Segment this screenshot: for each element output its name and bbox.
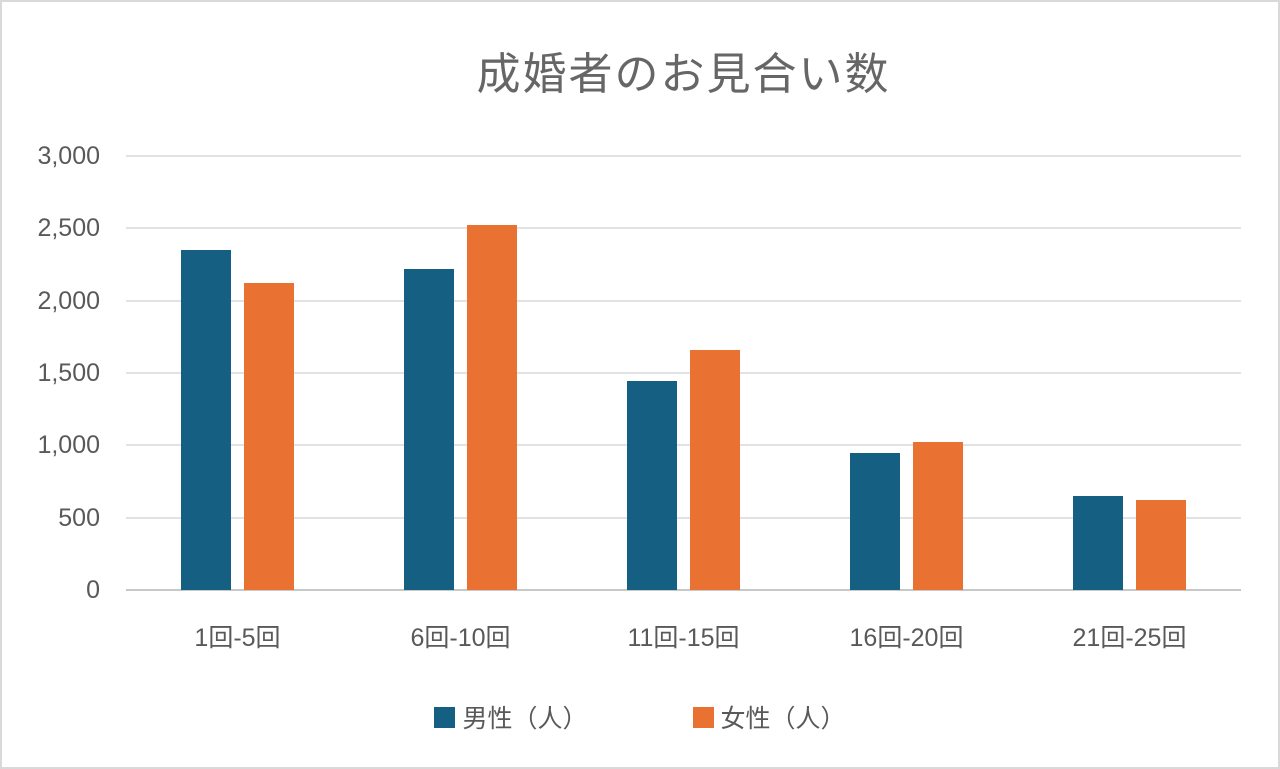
x-axis-line xyxy=(126,589,1241,591)
bar-female-3 xyxy=(690,350,740,590)
x-category-label: 6回-10回 xyxy=(410,624,511,652)
gridline xyxy=(126,372,1241,374)
x-category-label: 1回-5回 xyxy=(194,624,281,652)
legend-swatch-icon xyxy=(692,706,714,728)
legend-label: 女性（人） xyxy=(720,705,846,733)
bar-male-5 xyxy=(1073,496,1123,590)
bar-male-1 xyxy=(181,250,231,590)
gridline xyxy=(126,516,1241,519)
legend-swatch-icon xyxy=(434,706,456,728)
bar-male-4 xyxy=(850,453,900,590)
gridline xyxy=(126,299,1241,302)
gridline xyxy=(126,444,1241,447)
legend-label: 男性（人） xyxy=(462,705,588,733)
bar-female-4 xyxy=(913,442,963,590)
y-tick-label: 500 xyxy=(58,503,100,532)
legend-item-male: 男性（人） xyxy=(434,699,588,735)
legend-item-female: 女性（人） xyxy=(692,699,846,735)
x-category-label: 21回-25回 xyxy=(1072,624,1187,652)
y-tick-label: 1,500 xyxy=(37,359,100,387)
bar-female-2 xyxy=(467,225,517,590)
bar-female-5 xyxy=(1136,500,1186,590)
chart-title: 成婚者のお見合い数 xyxy=(476,50,891,99)
y-tick-label: 1,000 xyxy=(37,431,100,460)
x-category-label: 16回-20回 xyxy=(849,624,964,652)
y-tick-label: 2,500 xyxy=(37,214,100,243)
y-tick-label: 2,000 xyxy=(37,286,100,315)
bar-female-1 xyxy=(244,283,294,590)
x-axis-labels: 1回-5回 6回-10回 11回-15回 16回-20回 21回-25回 xyxy=(126,618,1241,654)
plot-area xyxy=(126,155,1241,591)
x-category-label: 11回-15回 xyxy=(627,624,740,652)
bar-male-2 xyxy=(404,269,454,590)
gridline xyxy=(126,155,1241,157)
legend: 男性（人） 女性（人） xyxy=(2,699,1278,735)
y-tick-label: 0 xyxy=(86,576,100,604)
y-tick-label: 3,000 xyxy=(37,142,100,170)
gridline xyxy=(126,227,1241,230)
bar-male-3 xyxy=(627,381,677,590)
